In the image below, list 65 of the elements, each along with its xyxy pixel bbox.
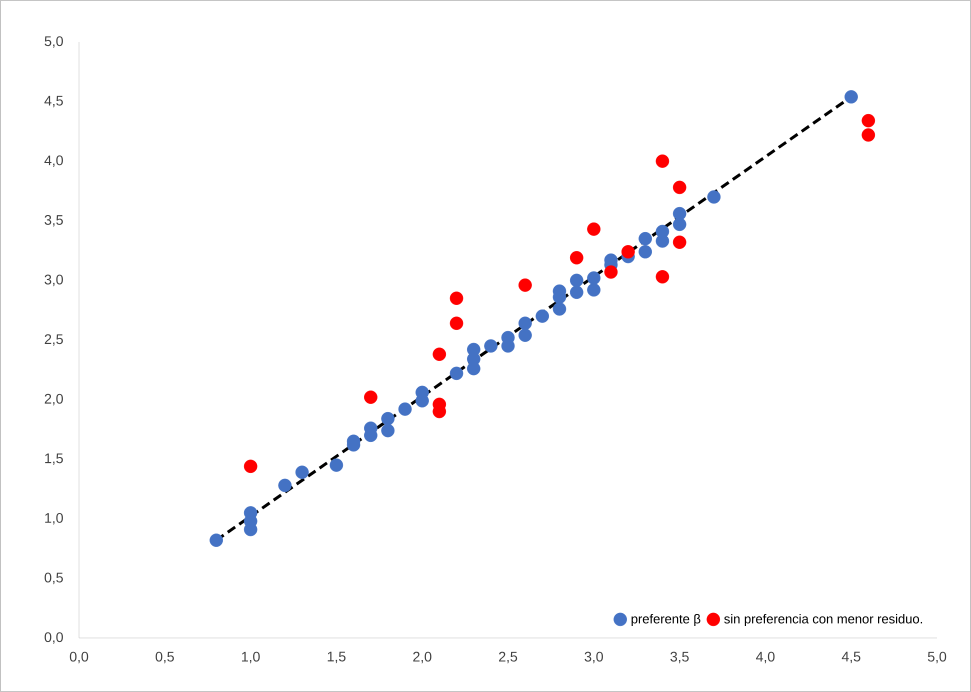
- point: [450, 316, 464, 330]
- point: [844, 90, 858, 104]
- y-tick-label: 3,5: [44, 215, 63, 227]
- point: [672, 180, 686, 194]
- point: [656, 270, 670, 284]
- legend-label: preferente β: [632, 614, 700, 626]
- point: [432, 348, 446, 361]
- point: [210, 534, 223, 547]
- point: [518, 316, 532, 330]
- point: [552, 302, 566, 316]
- point: [587, 222, 601, 236]
- point: [570, 286, 584, 300]
- x-tick-label: 0,5: [156, 652, 174, 664]
- y-tick-label: 0,5: [44, 572, 63, 584]
- point: [450, 366, 464, 380]
- y-tick-label: 3,0: [44, 274, 63, 286]
- y-tick-label: 1,0: [45, 513, 63, 525]
- point: [484, 339, 498, 353]
- point: [570, 251, 584, 264]
- x-tick-label: 1,0: [242, 652, 260, 664]
- y-tick-label: 5,0: [44, 36, 63, 48]
- point: [638, 245, 652, 258]
- x-tick-label: 4,0: [756, 652, 775, 664]
- point: [638, 232, 652, 246]
- point: [244, 460, 258, 474]
- point: [587, 271, 601, 285]
- point: [587, 283, 601, 297]
- y-tick-label: 2,5: [44, 334, 63, 346]
- x-tick-label: 0,0: [70, 652, 88, 664]
- point: [450, 292, 464, 305]
- point: [570, 274, 584, 288]
- x-tick-label: 2,5: [499, 652, 518, 664]
- point: [672, 218, 686, 232]
- legend-label: sin preferencia con menor residuo.: [724, 614, 922, 626]
- point: [672, 236, 686, 249]
- point: [381, 424, 395, 438]
- point: [381, 412, 395, 426]
- point: [862, 114, 876, 128]
- y-tick-label: 4,5: [44, 96, 63, 108]
- point: [621, 245, 635, 258]
- y-tick-label: 1,5: [45, 453, 63, 465]
- point: [707, 190, 721, 204]
- point: [672, 206, 686, 220]
- point: [518, 278, 532, 292]
- y-tick-label: 0,0: [44, 632, 63, 644]
- point: [364, 390, 378, 404]
- point: [466, 342, 480, 356]
- point: [278, 478, 292, 492]
- point: [604, 265, 618, 279]
- y-tick-label: 2,0: [44, 394, 63, 406]
- point: [398, 402, 412, 416]
- point: [295, 466, 309, 479]
- x-tick-label: 2,0: [413, 652, 432, 664]
- x-tick-label: 3,0: [584, 652, 603, 664]
- point: [518, 328, 532, 342]
- point: [330, 458, 344, 472]
- x-tick-label: 1,5: [328, 652, 346, 664]
- x-tick-label: 4,5: [842, 652, 860, 664]
- point: [656, 154, 670, 168]
- point: [862, 128, 876, 142]
- point: [536, 309, 550, 323]
- x-tick-label: 3,5: [670, 652, 689, 664]
- x-tick-label: 5,0: [928, 652, 946, 664]
- y-tick-label: 4,0: [44, 155, 63, 167]
- point: [656, 224, 670, 238]
